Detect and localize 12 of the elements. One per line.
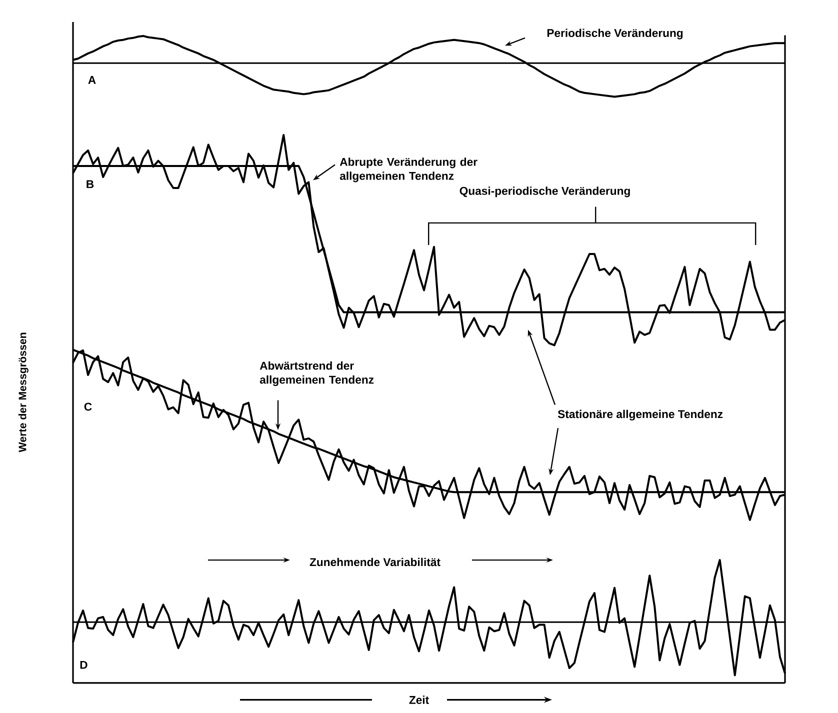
annotation: Periodische Veränderung <box>547 28 683 40</box>
annotation: C <box>84 402 92 411</box>
annotation: Stationäre allgemeine Tendenz <box>558 410 723 420</box>
annotation: B <box>86 180 94 188</box>
annotation: D <box>80 660 88 669</box>
annotation: A <box>88 76 96 84</box>
annotation: Abwärtstrend der allgemeinen Tendenz <box>260 361 374 386</box>
y-axis-title: Werte der Messgrössen <box>18 332 28 452</box>
annotation: Quasi-periodische Veränderung <box>460 186 630 198</box>
annotation: Zunehmende Variabilität <box>310 558 440 566</box>
x-axis-title: Zeit <box>409 696 429 704</box>
annotation: Abrupte Veränderung der allgemeinen Tendenz <box>340 158 478 182</box>
